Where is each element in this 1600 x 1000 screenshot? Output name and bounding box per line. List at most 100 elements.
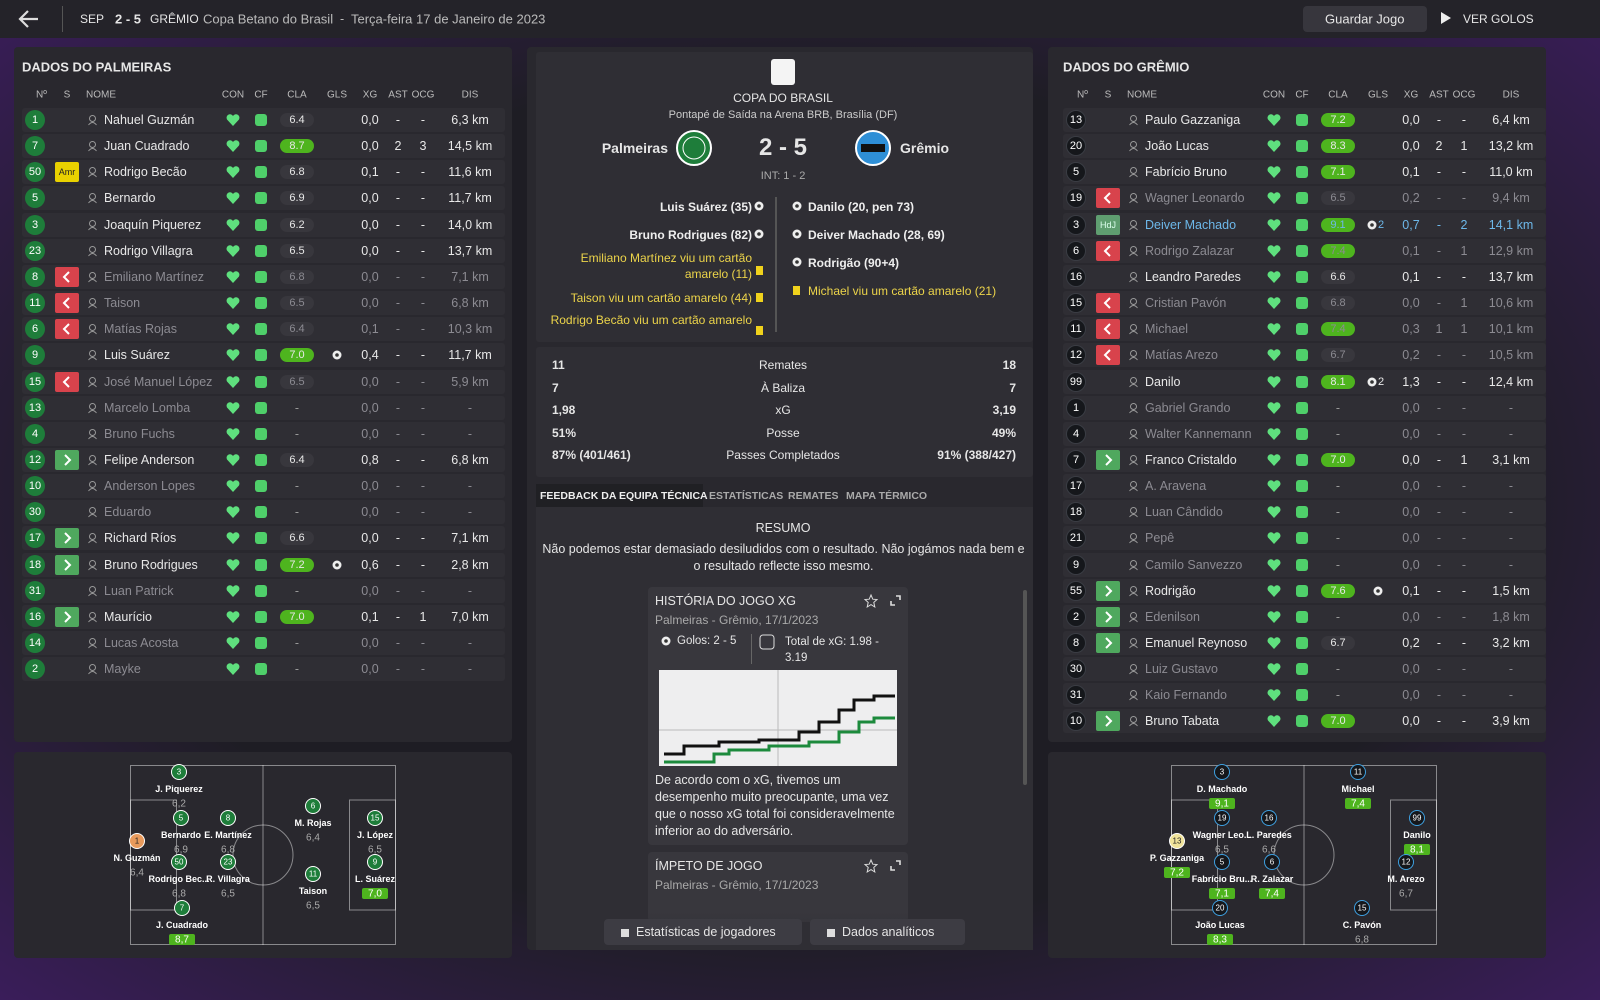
player-dot xyxy=(1214,810,1230,826)
rating-pill xyxy=(280,322,314,337)
xg: 0,0 xyxy=(1402,400,1420,415)
shirt-number-bg xyxy=(1066,659,1086,680)
action-button-bg[interactable] xyxy=(810,919,965,945)
shirt-number-bg xyxy=(25,580,45,601)
condition-icon xyxy=(226,218,240,231)
shirt-number: 55 xyxy=(1069,584,1083,597)
person-icon xyxy=(1129,350,1138,361)
assists: - xyxy=(395,322,401,337)
rating: - xyxy=(1335,400,1341,415)
action-button-bg[interactable] xyxy=(604,919,802,945)
status-badge xyxy=(55,162,79,183)
shirt-number: 17 xyxy=(28,532,42,545)
distance: - xyxy=(1508,426,1514,441)
shirt-number: 9 xyxy=(31,349,39,362)
shirt-number: 1 xyxy=(31,114,39,126)
shirt-number: 10 xyxy=(28,480,42,493)
pitch-rating-bg xyxy=(1209,888,1235,899)
player-short-name: Wagner Leo... xyxy=(1192,830,1252,840)
player-dot-number: 3 xyxy=(1219,767,1225,777)
chances: - xyxy=(420,479,426,494)
assists: - xyxy=(395,452,401,467)
xg: 0,0 xyxy=(361,217,379,232)
sharpness-icon xyxy=(255,270,267,283)
xg: 0,0 xyxy=(361,139,379,154)
player-name: Paulo Gazzaniga xyxy=(1145,113,1241,127)
xg: 0,0 xyxy=(361,479,379,494)
tab[interactable]: FEEDBACK DA EQUIPA TÉCNICA xyxy=(540,490,708,502)
shirt-number: 2 xyxy=(31,663,39,676)
stat-label: À Baliza xyxy=(760,380,806,395)
condition-icon xyxy=(1267,637,1281,649)
save-button-bg[interactable] xyxy=(1303,6,1427,32)
shirt-number: 3 xyxy=(31,218,39,231)
condition-icon xyxy=(226,349,240,362)
pitch-rating: 6,5 xyxy=(368,844,382,856)
player-short-name: P. Gazzaniga xyxy=(1149,853,1205,863)
chances: 3 xyxy=(419,139,427,154)
xg: 0,0 xyxy=(1402,505,1420,520)
sub-arrow xyxy=(64,558,72,571)
distance: - xyxy=(467,400,473,415)
assists: - xyxy=(395,269,401,284)
goals-button[interactable]: VER GOLOS xyxy=(1463,12,1534,26)
sharpness-icon xyxy=(255,166,267,179)
condition-icon xyxy=(226,271,240,283)
player-name: Rodrigão xyxy=(1145,583,1196,598)
person-icon xyxy=(88,298,97,309)
assists: - xyxy=(1436,269,1442,284)
chances: - xyxy=(1461,479,1467,494)
rating: - xyxy=(294,400,300,415)
tab[interactable]: MAPA TÉRMICO xyxy=(846,490,928,502)
shirt-number: 16 xyxy=(28,610,42,623)
column-header: XG xyxy=(362,89,378,101)
pitch-rating-bg xyxy=(1345,798,1371,809)
tab[interactable]: ESTATÍSTICAS xyxy=(709,490,784,502)
person-icon xyxy=(1129,376,1138,387)
sharpness-icon xyxy=(255,584,267,597)
assists: - xyxy=(1436,688,1442,703)
action-button[interactable]: Dados analíticos xyxy=(842,925,935,939)
chances: - xyxy=(420,505,426,520)
distance: 10,6 km xyxy=(1488,296,1534,311)
distance: 11,6 km xyxy=(448,165,492,180)
separator: - xyxy=(340,12,345,26)
rating: 6.8 xyxy=(289,270,305,283)
shirt-number-bg xyxy=(1066,711,1086,732)
column-header: CLA xyxy=(287,89,307,101)
shirt-number-bg xyxy=(25,136,45,157)
xg: 0,0 xyxy=(1402,452,1420,467)
action-button[interactable]: Estatísticas de jogadores xyxy=(636,925,776,939)
sharpness-icon xyxy=(1296,218,1308,231)
pitch-rating-bg xyxy=(1259,888,1285,899)
condition-icon xyxy=(226,166,240,179)
player-dot-number: 15 xyxy=(370,813,380,823)
pitch-rating: 6,2 xyxy=(172,798,186,810)
goal-icon xyxy=(332,560,342,570)
assists: - xyxy=(1436,531,1442,546)
assists: - xyxy=(395,400,401,415)
condition-icon xyxy=(226,611,240,623)
shirt-number: 12 xyxy=(1069,349,1083,362)
distance: 5,9 km xyxy=(451,374,489,389)
sub-arrow xyxy=(1103,323,1111,335)
distance: 1,8 km xyxy=(1492,609,1530,624)
sharpness-icon xyxy=(255,244,267,257)
shirt-number: 7 xyxy=(1072,453,1080,466)
chances: - xyxy=(1461,426,1467,441)
condition-icon xyxy=(1267,558,1281,571)
back-button[interactable] xyxy=(18,9,40,29)
player-name: Gabriel Grando xyxy=(1145,400,1231,415)
player-dot xyxy=(1264,854,1280,870)
save-button[interactable]: Guardar Jogo xyxy=(1325,11,1405,27)
condition-icon xyxy=(1267,140,1281,153)
player-name: Luiz Gustavo xyxy=(1145,662,1218,677)
goals: 2 xyxy=(1378,375,1385,388)
rating: 6.6 xyxy=(1330,270,1346,283)
person-icon xyxy=(1129,115,1138,126)
tab[interactable]: REMATES xyxy=(788,490,839,502)
assists: - xyxy=(395,609,401,624)
assists: - xyxy=(1436,374,1442,389)
sub-icon xyxy=(55,293,79,314)
condition-icon xyxy=(226,401,240,414)
